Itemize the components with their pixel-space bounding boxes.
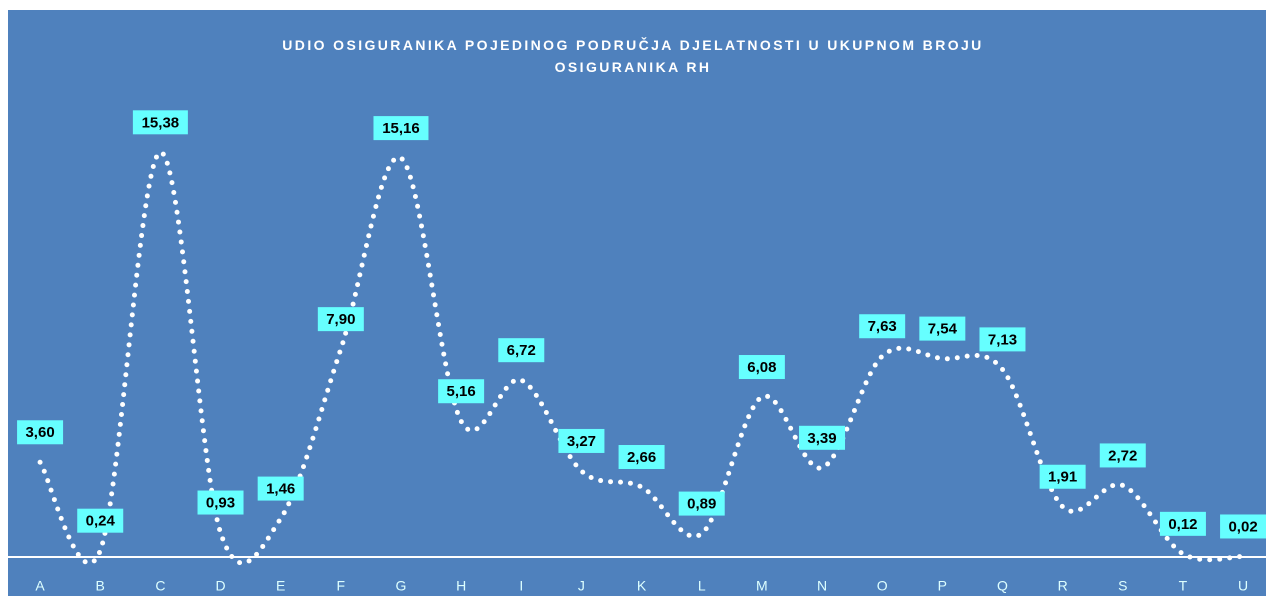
data-label: 7,63 — [868, 318, 897, 335]
x-tick-label: D — [215, 578, 225, 594]
data-label: 0,12 — [1168, 516, 1197, 533]
x-tick-label: Q — [997, 578, 1008, 594]
x-tick-label: O — [877, 578, 888, 594]
plot-background — [8, 10, 1266, 596]
data-label: 2,72 — [1108, 447, 1137, 464]
x-tick-label: N — [817, 578, 827, 594]
x-tick-label: I — [519, 578, 523, 594]
data-label: 6,72 — [507, 342, 536, 359]
data-label: 7,90 — [326, 311, 355, 328]
x-tick-label: J — [578, 578, 585, 594]
data-label-box — [257, 476, 304, 501]
x-tick-label: C — [155, 578, 165, 594]
data-label-box — [77, 508, 124, 533]
x-tick-label: P — [938, 578, 947, 594]
data-label-box — [1159, 511, 1206, 536]
data-label-box — [438, 379, 485, 404]
data-label: 15,16 — [382, 120, 420, 137]
data-label-box — [317, 307, 364, 332]
data-label-box — [132, 110, 188, 135]
data-label: 0,24 — [86, 513, 116, 530]
data-label-box — [1099, 443, 1146, 468]
data-label: 5,16 — [447, 383, 476, 400]
data-label-box — [373, 116, 429, 141]
x-tick-label: R — [1058, 578, 1068, 594]
x-tick-label: T — [1179, 578, 1188, 594]
chart-title: UDIO OSIGURANIKA POJEDINOG PODRUČJA DJEL… — [282, 37, 984, 75]
data-label: 3,27 — [567, 433, 596, 450]
x-tick-label: B — [96, 578, 105, 594]
data-label: 0,02 — [1228, 518, 1257, 535]
data-label-box — [678, 491, 725, 516]
data-label: 1,46 — [266, 481, 295, 498]
data-label-box — [618, 445, 665, 470]
data-label: 6,08 — [747, 359, 776, 376]
x-tick-label: S — [1118, 578, 1127, 594]
data-label: 2,66 — [627, 449, 656, 466]
x-tick-label: U — [1238, 578, 1248, 594]
data-line — [37, 149, 1246, 566]
x-tick-label: A — [35, 578, 45, 594]
data-label-box — [1220, 514, 1266, 539]
x-tick-label: E — [276, 578, 285, 594]
x-tick-label: L — [698, 578, 706, 594]
data-label-box — [919, 316, 966, 341]
data-label-box — [979, 327, 1026, 352]
data-label-box — [1039, 464, 1086, 489]
x-tick-label: K — [637, 578, 647, 594]
data-label: 0,93 — [206, 494, 235, 511]
x-tick-label: H — [456, 578, 466, 594]
x-tick-label: G — [396, 578, 407, 594]
data-label: 3,60 — [25, 424, 54, 441]
data-label-box — [738, 355, 785, 380]
data-label: 0,89 — [687, 496, 716, 513]
data-label: 3,39 — [807, 430, 836, 447]
data-label: 1,91 — [1048, 469, 1077, 486]
x-tick-label: M — [756, 578, 768, 594]
data-label: 7,13 — [988, 331, 1017, 348]
data-label-box — [859, 314, 906, 339]
data-label-box — [558, 428, 605, 453]
data-label-box — [17, 420, 64, 445]
data-label-box — [498, 338, 545, 363]
data-label-box — [197, 490, 244, 515]
x-tick-label: F — [337, 578, 346, 594]
data-label: 7,54 — [928, 321, 958, 338]
data-label: 15,38 — [142, 114, 180, 131]
data-label-box — [799, 425, 846, 450]
